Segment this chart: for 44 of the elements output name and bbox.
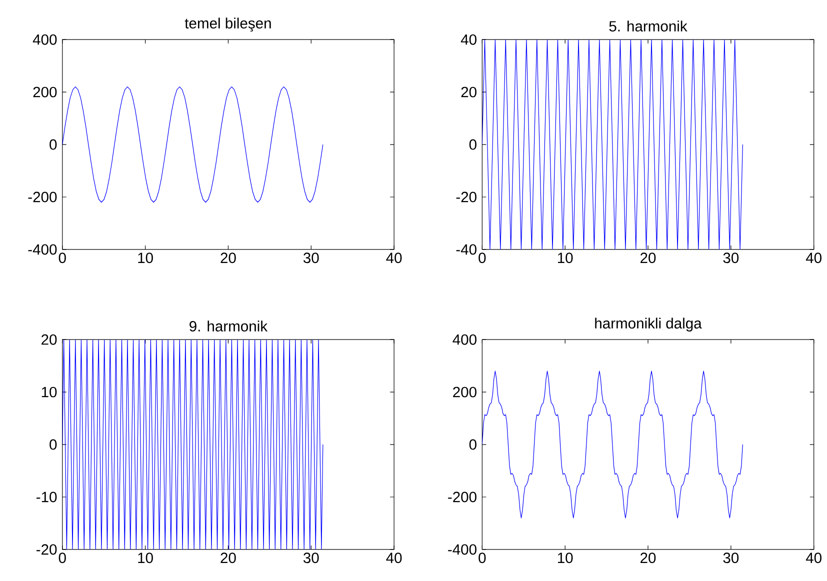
x-tick-label: 40: [806, 552, 822, 564]
x-tick-label: 40: [386, 252, 402, 264]
y-tick-label: -10: [36, 492, 57, 502]
chart-title: harmonikli dalga: [595, 318, 702, 332]
y-tick-label: 0: [469, 439, 476, 450]
x-tick-label: 30: [303, 252, 319, 264]
x-tick-label: 20: [220, 252, 236, 264]
x-tick-label: 10: [558, 552, 573, 564]
y-tick-label: 200: [33, 86, 57, 98]
y-tick-label: -20: [456, 192, 476, 202]
y-tick-label: 0: [50, 139, 57, 150]
y-tick-label: -400: [28, 244, 57, 255]
y-tick-label: 400: [452, 334, 476, 345]
x-tick-label: 10: [558, 252, 573, 264]
y-tick-label: 10: [42, 386, 57, 398]
x-tick-label: 40: [806, 252, 822, 264]
x-tick-label: 40: [386, 552, 402, 564]
y-tick-label: 400: [32, 34, 57, 45]
x-tick-label: 10: [138, 552, 153, 564]
x-tick-label: 0: [58, 252, 66, 264]
x-tick-label: 20: [220, 552, 236, 564]
y-tick-label: -200: [28, 192, 57, 202]
x-tick-label: 30: [303, 552, 319, 564]
y-tick-label: 0: [469, 139, 476, 150]
y-tick-label: -400: [448, 544, 476, 555]
x-tick-label: 30: [723, 552, 739, 564]
x-tick-label: 0: [478, 552, 486, 564]
y-tick-label: 20: [461, 86, 476, 98]
y-tick-label: -20: [36, 544, 57, 555]
x-tick-label: 0: [478, 252, 486, 264]
y-tick-label: 20: [42, 334, 57, 345]
y-tick-label: 0: [50, 439, 57, 450]
y-tick-label: 200: [453, 386, 476, 398]
chart-title: temel bileşen: [184, 18, 271, 32]
x-tick-label: 0: [58, 552, 66, 564]
y-tick-label: -200: [448, 492, 476, 502]
y-tick-label: 40: [460, 34, 476, 45]
x-tick-label: 20: [640, 552, 656, 564]
x-tick-label: 20: [640, 252, 656, 264]
chart-title: 5. harmonik: [609, 20, 688, 32]
x-tick-label: 30: [723, 252, 739, 264]
chart-title: 9. harmonik: [190, 320, 268, 332]
x-tick-label: 10: [138, 252, 153, 264]
y-tick-label: -40: [456, 244, 476, 255]
